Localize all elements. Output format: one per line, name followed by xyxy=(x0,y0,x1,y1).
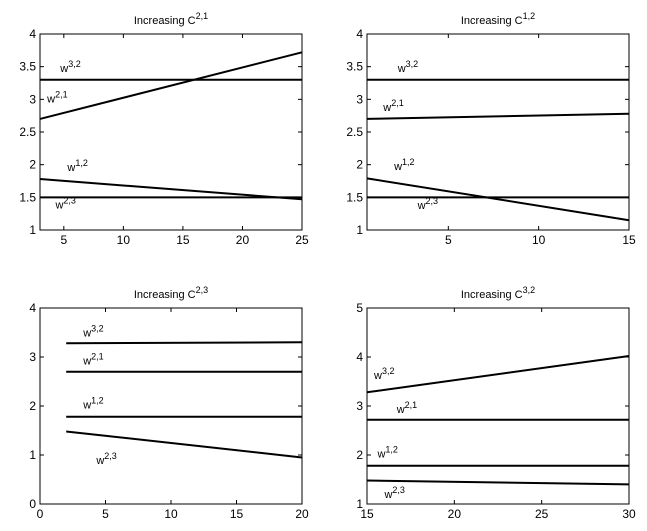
x-tick-label: 10 xyxy=(164,507,178,521)
x-tick-label: 30 xyxy=(622,507,636,521)
x-tick-label: 25 xyxy=(535,507,549,521)
y-tick-label: 2 xyxy=(356,448,363,462)
y-tick-label: 4 xyxy=(29,27,36,41)
series-label-2-1: w2,1 xyxy=(46,90,67,106)
x-tick-label: 5 xyxy=(445,233,452,247)
x-tick-label: 10 xyxy=(532,233,546,247)
series-line-2-1 xyxy=(366,112,630,120)
x-tick-label: 20 xyxy=(448,507,462,521)
x-tick-label: 20 xyxy=(295,507,309,521)
y-tick-label: 1.5 xyxy=(346,190,363,204)
series-line-3-2 xyxy=(366,355,630,394)
y-tick-label: 1 xyxy=(356,223,363,237)
x-tick-label: 10 xyxy=(117,233,131,247)
plot-area-frame xyxy=(39,307,303,505)
series-label-3-2: w3,2 xyxy=(397,59,418,75)
series-label-3-2: w3,2 xyxy=(59,59,80,75)
x-tick-label: 5 xyxy=(60,233,67,247)
y-tick-label: 3 xyxy=(356,399,363,413)
x-tick-label: 15 xyxy=(622,233,636,247)
y-tick-label: 1.5 xyxy=(19,190,36,204)
y-tick-label: 2 xyxy=(29,158,36,172)
series-label-2-3: w2,3 xyxy=(54,195,75,211)
chart-title: Increasing C1,2 xyxy=(461,11,535,27)
series-label-1-2: w1,2 xyxy=(376,444,397,460)
y-tick-label: 1 xyxy=(29,448,36,462)
series-label-2-3: w2,3 xyxy=(383,485,404,501)
y-tick-label: 2 xyxy=(356,158,363,172)
x-tick-label: 5 xyxy=(102,507,109,521)
y-tick-label: 5 xyxy=(356,301,363,315)
x-tick-label: 20 xyxy=(236,233,250,247)
y-tick-label: 2.5 xyxy=(19,125,36,139)
chart-title: Increasing C2,1 xyxy=(134,11,208,27)
y-tick-label: 1 xyxy=(29,223,36,237)
series-label-2-1: w2,1 xyxy=(382,98,403,114)
series-line-2-3 xyxy=(66,430,303,459)
series-line-2-3 xyxy=(366,479,630,486)
chart-panel-4: Increasing C3,2 15 20 25 30 1 2 3 4 5 w3,2 w2,1 w1,2… xyxy=(356,285,636,521)
series-label-1-2: w1,2 xyxy=(82,395,103,411)
y-tick-label: 3 xyxy=(29,350,36,364)
y-tick-label: 4 xyxy=(29,301,36,315)
series-label-3-2: w3,2 xyxy=(373,366,394,382)
chart-title: Increasing C3,2 xyxy=(461,285,535,301)
x-tick-label: 0 xyxy=(37,507,44,521)
x-tick-label: 15 xyxy=(230,507,244,521)
series-line-1-2 xyxy=(39,178,303,201)
y-tick-label: 4 xyxy=(356,350,363,364)
series-line-2-1 xyxy=(39,51,303,120)
chart-panel-2: Increasing C1,2 5 10 15 1 1.5 2 2.5 3 3.5 4 w3,2 w2,… xyxy=(346,11,636,247)
y-tick-label: 1 xyxy=(356,497,363,511)
chart-panel-1: Increasing C2,1 5 10 15 20 25 1 1.5 2 2.5 3 3.5 4 w3,… xyxy=(19,11,309,247)
series-label-2-1: w2,1 xyxy=(396,400,417,416)
series-label-2-1: w2,1 xyxy=(82,351,103,367)
series-label-2-3: w2,3 xyxy=(417,196,438,212)
series-line-3-2 xyxy=(66,341,303,345)
series-label-2-3: w2,3 xyxy=(95,451,116,467)
series-label-1-2: w1,2 xyxy=(393,157,414,173)
y-tick-label: 2.5 xyxy=(346,125,363,139)
chart-panel-3: Increasing C2,3 0 5 10 15 20 0 1 2 3 4 w3,2 w2,1 w1,2… xyxy=(29,285,309,521)
x-tick-label: 25 xyxy=(295,233,309,247)
y-tick-label: 2 xyxy=(29,399,36,413)
y-tick-label: 4 xyxy=(356,27,363,41)
y-tick-label: 0 xyxy=(29,497,36,511)
series-label-1-2: w1,2 xyxy=(66,158,87,174)
y-tick-label: 3 xyxy=(29,92,36,106)
series-line-1-2 xyxy=(366,177,630,222)
x-tick-label: 15 xyxy=(360,507,374,521)
y-tick-label: 3 xyxy=(356,92,363,106)
y-tick-label: 3.5 xyxy=(19,60,36,74)
x-tick-label: 15 xyxy=(176,233,190,247)
series-label-3-2: w3,2 xyxy=(82,323,103,339)
y-tick-label: 3.5 xyxy=(346,60,363,74)
chart-title: Increasing C2,3 xyxy=(134,285,208,301)
